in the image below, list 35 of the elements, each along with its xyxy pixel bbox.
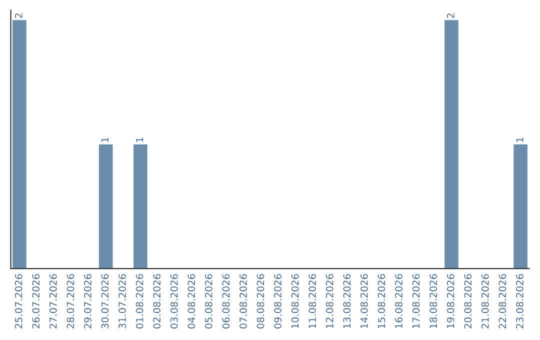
x-tick-label: 18.08.2026 [430,274,437,328]
x-tick-label: 01.08.2026 [136,274,144,328]
x-tick-label: 15.08.2026 [378,274,386,328]
x-tick-label: 08.08.2026 [256,274,264,328]
x-tick-label: 31.07.2026 [118,274,126,328]
x-tick-label: 02.08.2026 [153,274,160,328]
x-tick-label: 21.08.2026 [481,274,489,328]
x-tick-label: 25.07.2026 [14,274,22,328]
x-tick-label: 12.08.2026 [326,274,334,328]
x-tick-label: 14.08.2026 [360,274,368,328]
x-tick-label: 28.07.2026 [66,274,74,328]
x-tick-label: 04.08.2026 [188,274,196,328]
x-tick-label: 11.08.2026 [308,274,316,328]
data-label: 2 [14,14,22,18]
data-label: 2 [446,14,454,18]
x-tick-label: 27.07.2026 [49,274,57,328]
x-tick-label: 17.08.2026 [412,274,420,328]
data-label: 1 [136,138,144,142]
x-tick-label: 26.07.2026 [32,274,40,328]
x-tick-label: 03.08.2026 [170,274,178,328]
x-tick-label: 23.08.2026 [516,274,524,328]
x-tick-label: 22.08.2026 [498,274,506,328]
x-tick-label: 13.08.2026 [343,274,351,328]
x-tick-label: 05.08.2026 [204,274,212,328]
x-tick-label: 07.08.2026 [240,274,247,328]
data-label: 1 [101,138,109,142]
x-tick-label: 29.07.2026 [84,274,92,328]
x-tick-label: 06.08.2026 [222,274,230,328]
x-tick-label: 16.08.2026 [395,274,402,328]
x-tick-label: 20.08.2026 [464,274,472,328]
x-tick-label: 09.08.2026 [274,274,282,328]
x-tick-label: 10.08.2026 [291,274,299,328]
data-label: 1 [516,138,524,142]
x-tick-label: 30.07.2026 [101,274,109,328]
x-tick-label: 19.08.2026 [446,274,454,328]
